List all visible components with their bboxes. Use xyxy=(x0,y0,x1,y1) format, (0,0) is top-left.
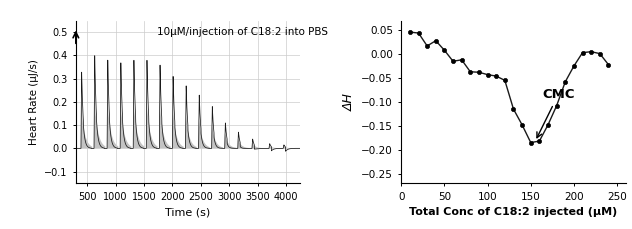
X-axis label: Time (s): Time (s) xyxy=(166,207,210,217)
Text: CMC: CMC xyxy=(537,88,574,138)
Y-axis label: Heart Rate (μJ/s): Heart Rate (μJ/s) xyxy=(28,59,39,145)
Text: 10μM/injection of C18:2 into PBS: 10μM/injection of C18:2 into PBS xyxy=(157,27,327,37)
X-axis label: Total Conc of C18:2 injected (μM): Total Conc of C18:2 injected (μM) xyxy=(410,207,617,217)
Y-axis label: ΔH: ΔH xyxy=(343,93,355,111)
